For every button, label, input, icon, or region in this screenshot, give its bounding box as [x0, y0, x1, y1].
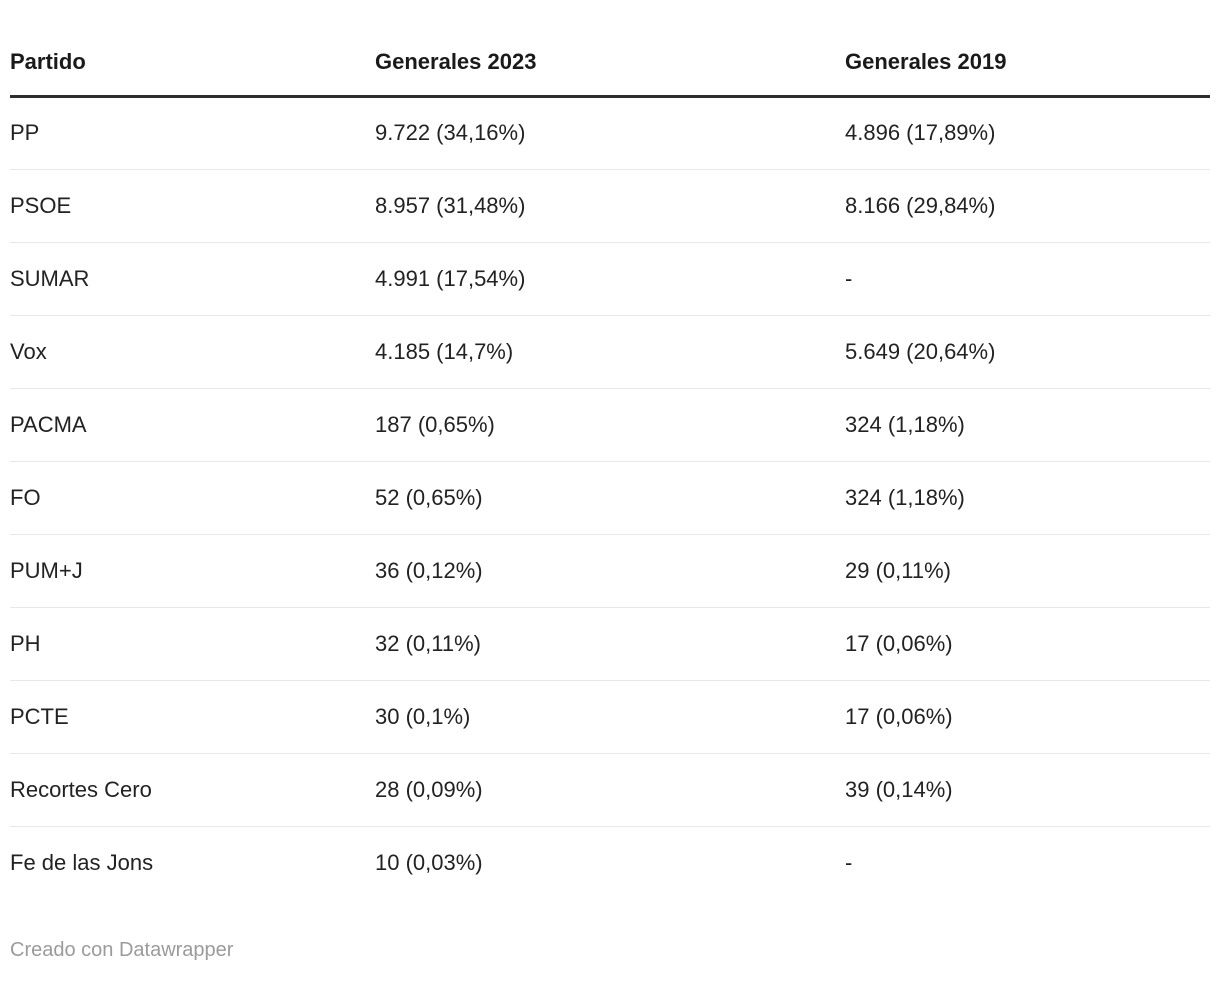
- value-2019-cell: 17 (0,06%): [845, 606, 1210, 680]
- value-2019-cell: 8.166 (29,84%): [845, 168, 1210, 242]
- table-body: PP 9.722 (34,16%) 4.896 (17,89%) PSOE 8.957 …: [10, 96, 1210, 899]
- column-header-generales-2019: Generales 2019: [845, 0, 1210, 98]
- value-2023-cell: 52 (0,65%): [375, 460, 845, 534]
- party-name-cell: Vox: [10, 314, 375, 388]
- table-row: Vox 4.185 (14,7%) 5.649 (20,64%): [10, 314, 1210, 388]
- value-2023-cell: 4.185 (14,7%): [375, 314, 845, 388]
- value-2019-cell: 39 (0,14%): [845, 752, 1210, 826]
- value-2019-cell: 5.649 (20,64%): [845, 314, 1210, 388]
- table-row: PSOE 8.957 (31,48%) 8.166 (29,84%): [10, 168, 1210, 242]
- table-row: PACMA 187 (0,65%) 324 (1,18%): [10, 387, 1210, 461]
- value-2023-cell: 8.957 (31,48%): [375, 168, 845, 242]
- header-row: Partido Generales 2023 Generales 2019: [10, 0, 1210, 98]
- results-table: Partido Generales 2023 Generales 2019 PP…: [10, 0, 1210, 899]
- value-2019-cell: 324 (1,18%): [845, 460, 1210, 534]
- value-2019-cell: 29 (0,11%): [845, 533, 1210, 607]
- datawrapper-credit-link[interactable]: Creado con Datawrapper: [10, 939, 234, 961]
- party-name-cell: PP: [10, 120, 40, 145]
- table-row: Recortes Cero 28 (0,09%) 39 (0,14%): [10, 752, 1210, 826]
- table-row: Fe de las Jons 10 (0,03%) -: [10, 825, 1210, 899]
- table-container: Partido Generales 2023 Generales 2019 PP…: [10, 0, 1210, 899]
- party-name-cell: SUMAR: [10, 241, 375, 315]
- table-row: PP 9.722 (34,16%) 4.896 (17,89%): [10, 96, 1210, 169]
- table-row: PH 32 (0,11%) 17 (0,06%): [10, 606, 1210, 680]
- party-name-cell: FO: [10, 460, 375, 534]
- party-name-cell: PH: [10, 606, 375, 680]
- value-2023-cell: 187 (0,65%): [375, 387, 845, 461]
- party-name-cell: PUM+J: [10, 533, 375, 607]
- party-name-cell: PCTE: [10, 679, 375, 753]
- value-2023-cell: 9.722 (34,16%): [375, 120, 526, 145]
- party-name-cell: Fe de las Jons: [10, 825, 375, 899]
- column-header-partido: Partido: [10, 0, 375, 98]
- value-2023-cell: 10 (0,03%): [375, 825, 845, 899]
- value-2023-cell: 28 (0,09%): [375, 752, 845, 826]
- table-header: Partido Generales 2023 Generales 2019: [10, 0, 1210, 98]
- value-2019-cell: -: [845, 825, 1210, 899]
- value-2019-cell: -: [845, 241, 1210, 315]
- value-2019-cell: 4.896 (17,89%): [845, 120, 996, 145]
- value-2023-cell: 32 (0,11%): [375, 606, 845, 680]
- table-row: PCTE 30 (0,1%) 17 (0,06%): [10, 679, 1210, 753]
- table-row: PUM+J 36 (0,12%) 29 (0,11%): [10, 533, 1210, 607]
- table-row: SUMAR 4.991 (17,54%) -: [10, 241, 1210, 315]
- party-name-cell: PACMA: [10, 387, 375, 461]
- value-2023-cell: 30 (0,1%): [375, 679, 845, 753]
- value-2023-cell: 4.991 (17,54%): [375, 241, 845, 315]
- value-2019-cell: 17 (0,06%): [845, 679, 1210, 753]
- column-header-generales-2023: Generales 2023: [375, 0, 845, 98]
- value-2023-cell: 36 (0,12%): [375, 533, 845, 607]
- value-2019-cell: 324 (1,18%): [845, 387, 1210, 461]
- party-name-cell: PSOE: [10, 168, 375, 242]
- party-name-cell: Recortes Cero: [10, 752, 375, 826]
- table-row: FO 52 (0,65%) 324 (1,18%): [10, 460, 1210, 534]
